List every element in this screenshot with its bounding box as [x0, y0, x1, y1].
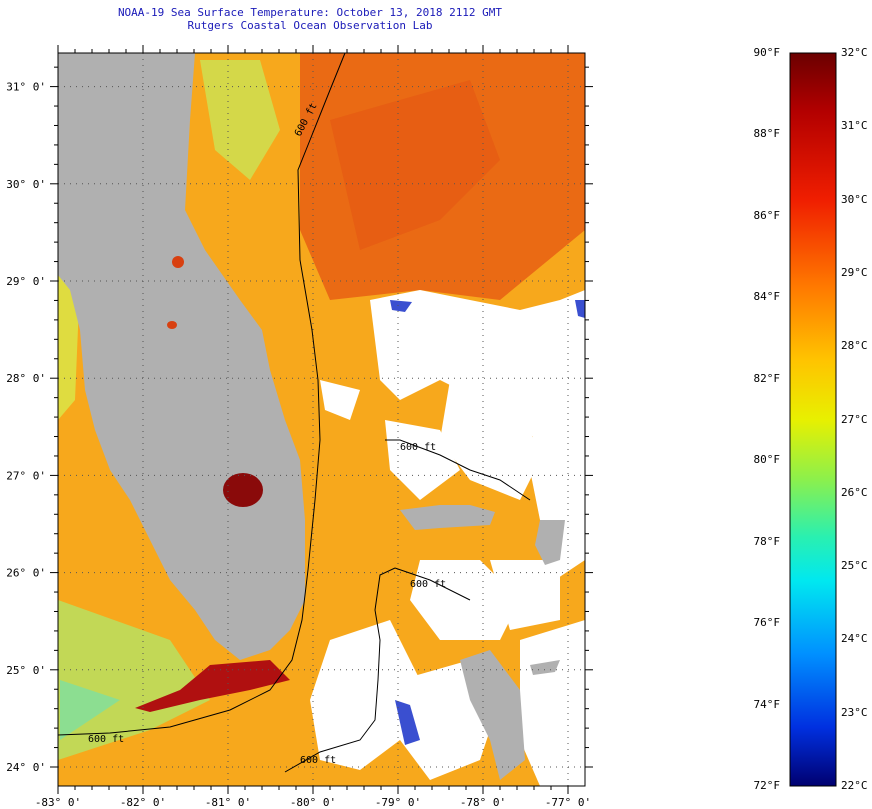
- colorbar-celsius-label: 26°C: [841, 485, 868, 499]
- colorbar-celsius-label: 25°C: [841, 559, 868, 573]
- map-frame: [57, 52, 586, 787]
- latitude-label: 25° 0': [6, 664, 46, 677]
- bahamas-land: [400, 505, 565, 780]
- latitude-label: 26° 0': [6, 567, 46, 580]
- axis-ticks: [50, 45, 593, 794]
- cloud-cover: [310, 290, 585, 786]
- ocean-cool-region: [58, 600, 210, 760]
- colorbar-fahrenheit-label: 72°F: [753, 779, 781, 792]
- colorbar-fahrenheit-label: 86°F: [753, 208, 781, 222]
- colorbar-celsius-label: 23°C: [841, 705, 868, 719]
- contour-label: 600 ft: [300, 755, 336, 766]
- colorbar: [789, 52, 837, 787]
- longitude-label: -83° 0': [35, 796, 81, 809]
- colorbar-celsius-label: 27°C: [841, 412, 868, 426]
- colorbar-celsius-label: 31°C: [841, 119, 868, 133]
- colorbar-celsius-label: 22°C: [841, 779, 868, 792]
- chart-title: NOAA-19 Sea Surface Temperature: October…: [117, 6, 503, 19]
- colorbar-celsius-label: 24°C: [841, 632, 868, 646]
- colorbar-fahrenheit-label: 74°F: [753, 697, 781, 711]
- longitude-label: -79° 0': [375, 796, 421, 809]
- longitude-labels: -83° 0' -82° 0' -81° 0' -80° 0' -79° 0' -78° …: [35, 796, 591, 809]
- contour-label: 600 ft: [410, 579, 446, 590]
- longitude-label: -80° 0': [290, 796, 336, 809]
- colorbar-celsius-label: 29°C: [841, 265, 868, 279]
- colorbar-fahrenheit-label: 84°F: [753, 290, 781, 304]
- longitude-label: -78° 0': [460, 796, 506, 809]
- contour-label: 600 ft: [400, 442, 436, 453]
- latitude-label: 30° 0': [6, 178, 46, 191]
- lake-okeechobee: [223, 473, 263, 507]
- longitude-label: -77° 0': [545, 796, 591, 809]
- colorbar-fahrenheit-label: 82°F: [753, 371, 781, 385]
- longitude-label: -82° 0': [120, 796, 166, 809]
- longitude-label: -81° 0': [205, 796, 251, 809]
- florida-bay-hot: [135, 660, 290, 712]
- graticule: [58, 53, 585, 786]
- latitude-label: 31° 0': [6, 81, 46, 94]
- depth-contour: [57, 52, 531, 773]
- colorbar-celsius-label: 28°C: [841, 339, 868, 353]
- contour-label: 600 ft: [88, 734, 124, 745]
- colorbar-celsius-label: 30°C: [841, 192, 868, 206]
- latitude-label: 27° 0': [6, 469, 46, 482]
- colorbar-fahrenheit-label: 76°F: [753, 616, 781, 630]
- map-field: [58, 53, 585, 786]
- latitude-label: 24° 0': [6, 761, 46, 774]
- florida-land: [58, 53, 305, 660]
- latitude-label: 28° 0': [6, 372, 46, 385]
- colorbar-fahrenheit-label: 90°F: [753, 46, 781, 59]
- colorbar-fahrenheit-label: 80°F: [753, 453, 781, 467]
- latitude-labels: 31° 0' 30° 0' 29° 0' 28° 0' 27° 0' 26° 0' 25° …: [6, 81, 46, 774]
- chart-subtitle: Rutgers Coastal Ocean Observation Lab: [187, 19, 433, 32]
- colorbar-fahrenheit-label: 88°F: [753, 127, 781, 141]
- latitude-label: 29° 0': [6, 275, 46, 288]
- colorbar-celsius-label: 32°C: [841, 46, 868, 59]
- colorbar-fahrenheit-label: 78°F: [753, 534, 781, 548]
